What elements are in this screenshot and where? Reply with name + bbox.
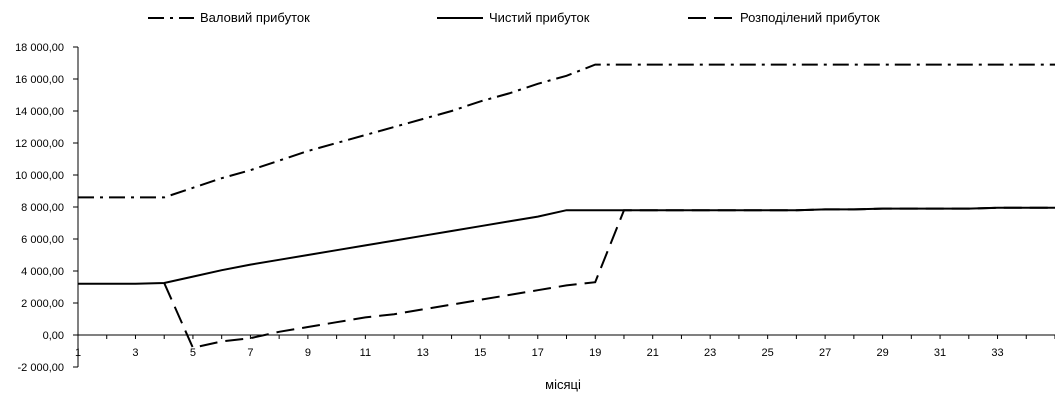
series-line-3 [163, 206, 1055, 349]
x-tick-label: 23 [704, 347, 716, 359]
x-tick-label: 9 [305, 347, 311, 359]
y-tick-label: 4 000,00 [21, 266, 64, 278]
legend-label-3: Розподілений прибуток [740, 10, 880, 25]
x-tick-label: 7 [247, 347, 253, 359]
x-tick-label: 21 [647, 347, 659, 359]
series-line-2 [78, 206, 1055, 285]
x-tick-label: 1 [75, 347, 81, 359]
series-line-1 [78, 63, 1055, 199]
x-tick-label: 11 [360, 347, 371, 359]
legend-label-1: Валовий прибуток [200, 10, 310, 25]
y-tick-label: 14 000,00 [15, 106, 64, 118]
y-tick-label: 6 000,00 [21, 234, 64, 246]
x-tick-label: 31 [934, 347, 946, 359]
x-tick-label: 3 [132, 347, 138, 359]
y-tick-label: -2 000,00 [18, 362, 64, 374]
y-tick-label: 0,00 [43, 330, 64, 342]
y-tick-label: 12 000,00 [15, 138, 64, 150]
plot-lines [78, 63, 1055, 349]
y-tick-label: 10 000,00 [15, 170, 64, 182]
x-tick-label: 13 [417, 347, 429, 359]
legend-label-2: Чистий прибуток [489, 10, 590, 25]
legend: Валовий прибуток Чистий прибуток Розподіле… [148, 10, 880, 25]
y-tick-label: 16 000,00 [15, 74, 64, 86]
x-tick-label: 27 [819, 347, 831, 359]
y-tick-label: 8 000,00 [21, 202, 64, 214]
x-tick-label: 33 [991, 347, 1003, 359]
y-tick-label: 18 000,00 [15, 42, 64, 54]
x-axis: 1 3 5 7 9 11 13 15 17 19 21 23 25 27 29 31 33 [75, 334, 1055, 359]
x-tick-label: 15 [474, 347, 486, 359]
y-axis: -2 000,00 0,00 2 000,00 4 000,00 6 000,00 8 0… [15, 42, 79, 374]
x-tick-label: 29 [876, 347, 888, 359]
y-tick-label: 2 000,00 [21, 298, 64, 310]
x-tick-label: 19 [589, 347, 601, 359]
x-tick-label: 17 [532, 347, 544, 359]
x-tick-label: 25 [762, 347, 774, 359]
x-axis-label: місяці [545, 377, 581, 392]
x-tick-label: 5 [190, 347, 196, 359]
